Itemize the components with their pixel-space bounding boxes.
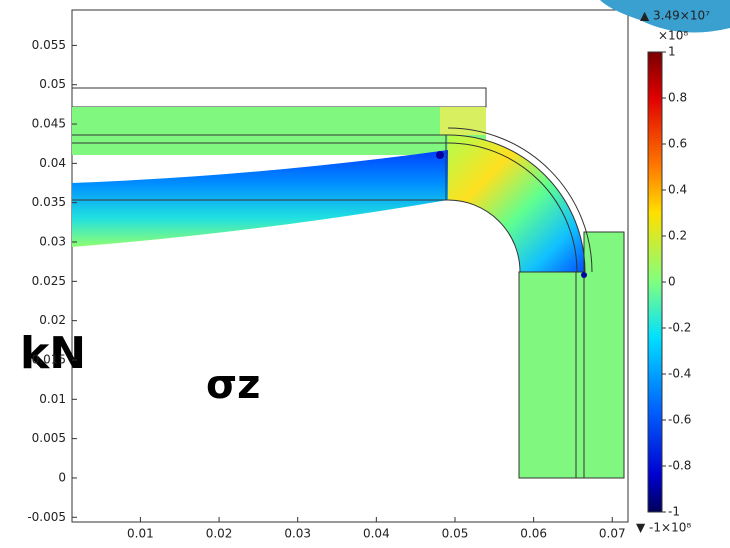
geometry	[71, 87, 625, 479]
x-tick-label: 0.02	[206, 527, 233, 541]
y-tick-label: 0.01	[39, 392, 66, 406]
colorbar-unit: ×10⁸	[658, 29, 688, 43]
x-tick-label: 0.03	[284, 527, 311, 541]
colorbar-tick-label: -0.4	[668, 367, 691, 381]
y-tick-label: 0.05	[39, 77, 66, 91]
y-tick-label: 0.02	[39, 313, 66, 327]
y-tick-label: 0.005	[32, 431, 66, 445]
x-tick-label: 0.05	[442, 527, 469, 541]
colorbar	[647, 51, 663, 513]
colorbar-tick-label: -0.6	[668, 413, 691, 427]
y-tick-label: 0.025	[32, 274, 66, 288]
colorbar-tick-label: 0.6	[668, 137, 687, 151]
y-tick-label: 0.045	[32, 117, 66, 131]
y-tick-label: 0.055	[32, 38, 66, 52]
max-label: ▲ 3.49×10⁷	[640, 9, 710, 23]
colorbar-tick-label: 1	[668, 45, 676, 59]
corner-decoration	[600, 0, 730, 33]
x-tick-label: 0.06	[520, 527, 547, 541]
y-tick-label: 0.015	[32, 352, 66, 366]
x-tick-label: 0.04	[363, 527, 390, 541]
y-tick-label: 0	[58, 470, 66, 484]
colorbar-tick-label: -0.8	[668, 459, 691, 473]
x-tick-label: 0.01	[127, 527, 154, 541]
min-label: ▼ -1×10⁸	[636, 521, 691, 535]
colorbar-tick-label: 0	[668, 275, 676, 289]
colorbar-tick-label: -0.2	[668, 321, 691, 335]
y-tick-label: 0.04	[39, 156, 66, 170]
colorbar-tick-label: -1	[668, 505, 680, 519]
y-tick-label: 0.03	[39, 235, 66, 249]
colorbar-tick-label: 0.8	[668, 91, 687, 105]
y-tick-label: 0.035	[32, 195, 66, 209]
chart-title: σz	[206, 362, 260, 408]
y-tick-label: -0.005	[27, 510, 66, 524]
colorbar-tick-label: 0.2	[668, 229, 687, 243]
annotation: kN	[20, 328, 86, 379]
colorbar-tick-label: 0.4	[668, 183, 687, 197]
x-tick-label: 0.07	[599, 527, 626, 541]
